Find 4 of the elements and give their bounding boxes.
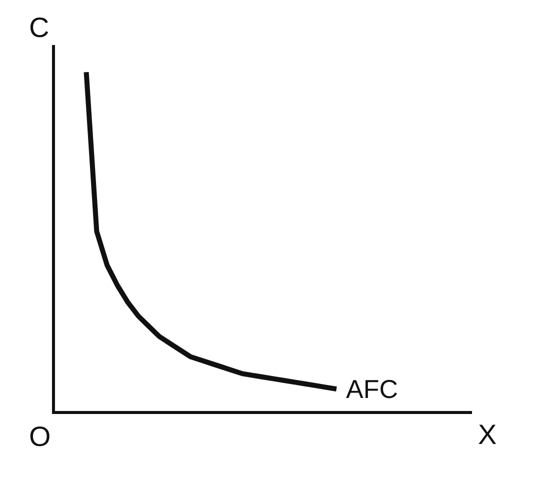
x-axis-title: X xyxy=(478,419,497,450)
text: O xyxy=(29,421,51,452)
series-label: AFC xyxy=(346,374,398,404)
y-axis-title: C xyxy=(29,12,50,43)
